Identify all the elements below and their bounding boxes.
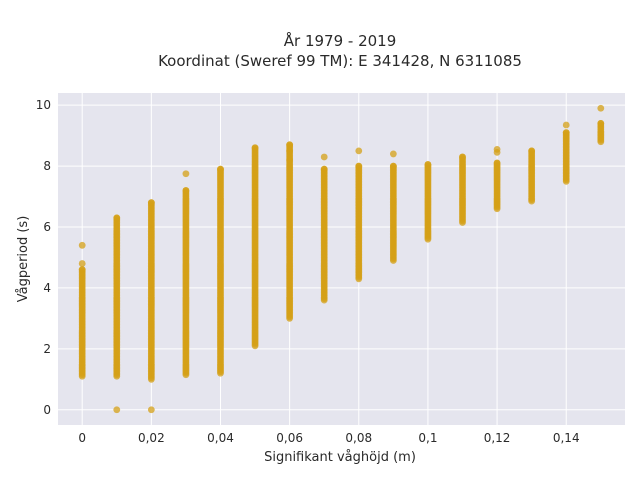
x-tick-label: 0,14 [553,431,580,445]
data-point [320,165,328,173]
data-point [182,187,190,194]
chart-title-line2: Koordinat (Sweref 99 TM): E 341428, N 63… [158,52,522,70]
y-tick-label: 10 [36,98,51,112]
data-point [147,199,155,207]
x-tick-label: 0,02 [138,431,165,445]
x-tick-label: 0,08 [345,431,372,445]
y-tick-label: 8 [43,159,51,173]
data-point [182,170,190,178]
data-point [389,162,397,170]
data-point [493,159,501,167]
x-tick-label: 0,12 [484,431,511,445]
data-point [78,266,86,274]
y-axis-ticks: 0 2 4 6 8 10 [36,98,51,417]
x-tick-label: 0,06 [276,431,303,445]
data-point [113,406,121,414]
y-tick-label: 0 [43,403,51,417]
data-point [597,120,605,127]
data-point [251,144,259,152]
data-point [217,165,224,173]
data-point [78,241,86,249]
data-point [355,162,363,170]
data-point [78,260,86,267]
x-axis-label: Signifikant våghöjd (m) [264,450,416,465]
y-tick-label: 2 [43,342,51,356]
data-point [286,147,294,155]
data-points [78,104,605,414]
plot-area [58,93,625,425]
data-point [286,156,294,164]
data-point [493,145,501,153]
y-axis-label: Vågperiod (s) [16,216,31,303]
x-tick-label: 0 [78,431,86,445]
data-point [355,147,363,155]
y-tick-label: 4 [43,281,51,295]
data-point [459,153,466,161]
data-point [528,147,536,155]
y-tick-label: 6 [43,220,51,234]
data-point [562,129,570,136]
data-point [562,121,570,129]
data-point [113,214,121,222]
x-axis-ticks: 0 0,02 0,04 0,06 0,08 0,1 0,12 0,14 [78,431,579,445]
data-point [147,406,155,414]
data-point [424,161,432,168]
data-point [389,150,397,158]
data-point [286,141,294,149]
chart-title-line1: År 1979 - 2019 [284,31,397,50]
data-point [597,104,605,112]
x-tick-label: 0,04 [207,431,234,445]
data-point [320,153,328,161]
x-tick-label: 0,1 [418,431,437,445]
